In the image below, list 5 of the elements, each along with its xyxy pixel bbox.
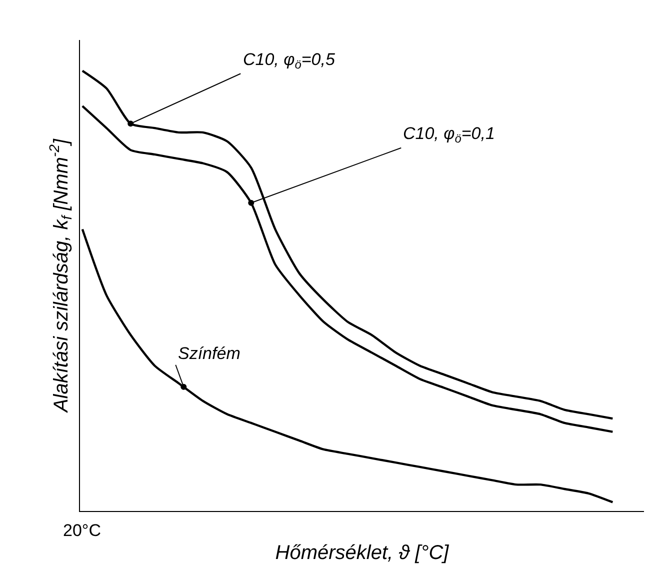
text: C10, φ$_{ö}$=0,1 bbox=[403, 124, 495, 146]
text: C10, φ$_{ö}$=0,5 bbox=[243, 50, 336, 72]
text: 20°C bbox=[63, 521, 101, 540]
series-label: Színfém bbox=[178, 344, 240, 363]
x-axis-title: Hőmérséklet, ϑ [°C] bbox=[275, 542, 450, 564]
